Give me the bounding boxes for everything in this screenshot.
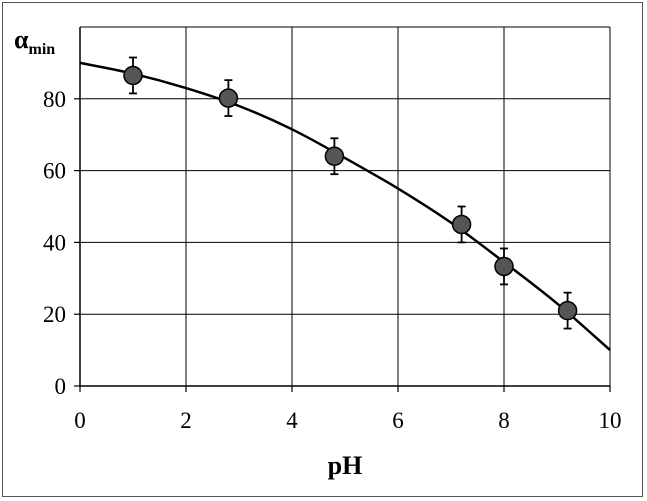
- x-tick-label-8: 8: [498, 408, 510, 433]
- y-tick-label-60: 60: [43, 159, 66, 184]
- y-axis-title: αmin: [14, 25, 55, 58]
- y-axis-title-main: α: [14, 25, 29, 54]
- y-tick-label-20: 20: [43, 302, 66, 327]
- data-point-0: [123, 65, 143, 86]
- data-point-2: [324, 146, 345, 166]
- data-point-1: [218, 88, 239, 108]
- fit-curve-layer: [79, 61, 611, 352]
- y-axis-title-subscript: min: [29, 41, 56, 58]
- x-tick-label-6: 6: [392, 408, 404, 433]
- y-tick-label-80: 80: [43, 87, 66, 112]
- x-tick-label-10: 10: [599, 408, 622, 433]
- x-tick-label-4: 4: [286, 408, 298, 433]
- tick-labels-layer: 0 2 4 6 8 10 0 20 40 60 80: [43, 87, 622, 433]
- fit-curve: [79, 61, 611, 352]
- points-layer: [123, 56, 578, 330]
- data-point-3: [451, 214, 472, 235]
- axes-layer: [74, 27, 611, 392]
- chart-frame: [2, 2, 643, 497]
- data-point-5: [557, 300, 578, 321]
- y-tick-label-0: 0: [55, 374, 67, 399]
- data-point-4: [494, 256, 514, 277]
- x-tick-label-0: 0: [74, 408, 86, 433]
- x-axis-title: pH: [328, 451, 363, 480]
- y-tick-label-40: 40: [43, 230, 66, 255]
- x-tick-label-2: 2: [180, 408, 192, 433]
